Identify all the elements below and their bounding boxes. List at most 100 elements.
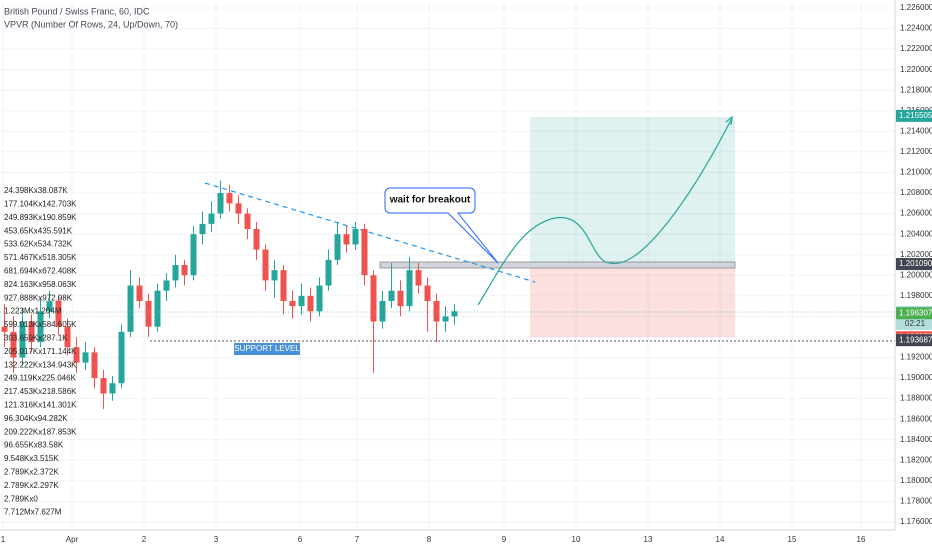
y-tick-label: 1.202000 <box>900 250 932 259</box>
y-tick-label: 1.192000 <box>900 353 932 362</box>
y-tick-label: 1.190000 <box>900 373 932 382</box>
candle-body <box>253 229 260 250</box>
callout-text: wait for breakout <box>389 195 471 206</box>
volume-profile-label: 217.453Kx218.586K <box>4 387 77 396</box>
candle-body <box>379 300 386 322</box>
breakout-zone <box>379 261 736 269</box>
stop-zone <box>530 263 735 337</box>
axes: 1.176000 1.178000 1.180000 1.182000 1.184000… <box>1 3 932 544</box>
candle-body <box>127 285 134 332</box>
y-tick-label: 1.180000 <box>900 476 932 485</box>
x-tick-label: 3 <box>214 535 219 544</box>
volume-profile-label: 96.655Kx83.58K <box>4 441 64 450</box>
volume-profile: 24.398Kx38.087K 177.104Kx142.703K 249.893K… <box>4 186 77 517</box>
x-tick-label: 2 <box>142 535 147 544</box>
candle-body <box>271 270 278 281</box>
volume-profile-label: 1.223Mx1.204M <box>4 307 62 316</box>
x-tick-label: 6 <box>298 535 303 544</box>
candle-body <box>10 331 17 358</box>
x-tick-label: 10 <box>572 535 581 544</box>
volume-profile-label: 9.548Kx3.515K <box>4 454 59 463</box>
candle-body <box>334 234 341 260</box>
volume-profile-label: 453.65Kx435.591K <box>4 226 73 235</box>
y-tick-label: 1.218000 <box>900 85 932 94</box>
x-tick-label: 1 <box>1 535 6 544</box>
candle-body <box>244 213 251 230</box>
candle-body <box>406 270 413 307</box>
candle-body <box>37 311 44 343</box>
candle-body <box>154 290 161 327</box>
candle-body <box>325 259 332 286</box>
y-tick-label: 1.220000 <box>900 65 932 74</box>
volume-profile-label: 2.789Kx2.372K <box>4 468 59 477</box>
candle-body <box>181 265 188 276</box>
candle-body <box>352 229 359 245</box>
callout <box>384 187 499 264</box>
y-tick-label: 1.184000 <box>900 435 932 444</box>
volume-profile-label: 249.893Kx190.859K <box>4 213 77 222</box>
y-tick-label: 1.198000 <box>900 291 932 300</box>
x-tick-label: 16 <box>857 535 866 544</box>
candle-body <box>235 203 242 214</box>
price-tag-label: 1.201090 <box>899 259 932 268</box>
candles <box>1 180 458 409</box>
candle-body <box>91 352 98 379</box>
y-tick-label: 1.186000 <box>900 414 932 423</box>
support-label-bg <box>234 343 300 355</box>
y-tick-label: 1.176000 <box>900 517 932 526</box>
chart-title: British Pound / Swiss Franc, 60, IDC <box>4 6 150 16</box>
candle-body <box>199 223 206 235</box>
projection-curve <box>477 117 733 306</box>
y-tick-label: 1.214000 <box>900 126 932 135</box>
price-tag <box>896 258 932 271</box>
candle-body <box>136 285 143 301</box>
candle-body <box>397 290 404 307</box>
candle-body <box>145 300 152 327</box>
candle-body <box>262 249 269 281</box>
candle-body <box>55 300 62 327</box>
candle-body <box>433 300 440 322</box>
x-tick-label: 15 <box>788 535 797 544</box>
volume-profile-label: 599.013Kx584.605K <box>4 320 77 329</box>
volume-profile-label: 824.163Kx958.063K <box>4 280 77 289</box>
candle-body <box>118 331 125 384</box>
candle-body <box>415 270 422 286</box>
candle-body <box>19 321 26 358</box>
price-tag-label: 1.196307 <box>899 308 932 317</box>
candle-body <box>73 347 80 363</box>
candle-body <box>289 300 296 307</box>
candle-body <box>28 321 35 343</box>
x-tick-label: 9 <box>502 535 507 544</box>
volume-profile-label: 96.304Kx94.282K <box>4 414 68 423</box>
candle-body <box>424 285 431 301</box>
candle-body <box>172 265 179 281</box>
support-label: SUPPORT LEVEL <box>234 344 300 353</box>
candle-body <box>163 280 170 291</box>
candle-body <box>343 234 350 245</box>
volume-profile-label: 209.222Kx187.853K <box>4 427 77 436</box>
price-tag <box>896 109 932 122</box>
y-tick-label: 1.208000 <box>900 188 932 197</box>
y-tick-label: 1.188000 <box>900 394 932 403</box>
price-axis-bg <box>895 0 932 550</box>
y-tick-label: 1.222000 <box>900 44 932 53</box>
volume-profile-label: 2.789Kx2.297K <box>4 481 59 490</box>
y-tick-label: 1.212000 <box>900 147 932 156</box>
x-tick-label: Apr <box>66 535 79 544</box>
candle-body <box>226 193 233 204</box>
x-tick-label: 13 <box>644 535 653 544</box>
price-tag-label: 1.215505 <box>899 111 932 120</box>
price-tag <box>896 334 932 347</box>
candle-body <box>46 300 53 312</box>
countdown-bg <box>896 317 932 330</box>
x-tick-label: 7 <box>355 535 360 544</box>
y-tick-label: 1.226000 <box>900 3 932 12</box>
y-tick-label: 1.210000 <box>900 168 932 177</box>
candle-body <box>1 326 8 332</box>
candle-body <box>208 213 215 224</box>
candle-body <box>298 295 305 307</box>
y-tick-label: 1.182000 <box>900 455 932 464</box>
x-tick-label: 8 <box>427 535 432 544</box>
candle-body <box>316 285 323 312</box>
volume-profile-label: 205.017Kx171.144K <box>4 347 77 356</box>
